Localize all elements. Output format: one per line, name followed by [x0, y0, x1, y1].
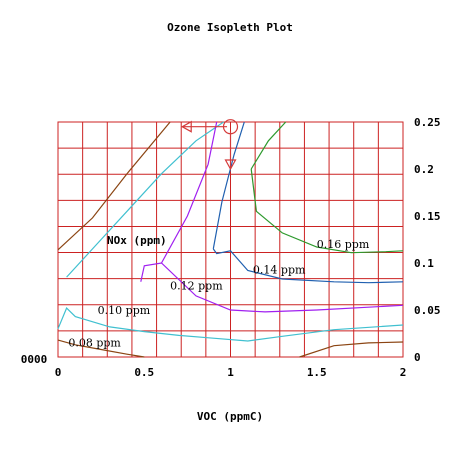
contour-line-10 — [250, 121, 287, 170]
contour-line-1 — [57, 121, 171, 251]
annotation-arrow-head — [224, 159, 237, 171]
x-tick-label: 0.5 — [134, 366, 154, 379]
contour-label: 0.12 ppm — [170, 279, 223, 292]
annotations — [180, 119, 239, 171]
x-axis-label: VOC (ppmC) — [197, 410, 263, 423]
x-tick-label: 0 — [55, 366, 62, 379]
y-tick-label: 0.25 — [414, 116, 441, 129]
contour-line-8 — [212, 121, 245, 250]
contour-line-0 — [57, 339, 145, 358]
y-tick-label: 0.1 — [414, 257, 434, 270]
annotation-arrow-head — [180, 120, 192, 133]
y-tick-labels: 0 0.05 0.1 0.15 0.2 0.25 — [414, 116, 441, 364]
plot-frame — [57, 121, 404, 358]
x-tick-labels: 0 0.5 1 1.5 2 — [55, 366, 407, 379]
contour-line-3 — [57, 307, 404, 342]
contour-labels: 0.08 ppm 0.10 ppm 0.12 ppm 0.14 ppm 0.16 ppm — [68, 238, 369, 350]
contour-label: 0.08 ppm — [68, 337, 121, 350]
contour-line-7 — [212, 248, 404, 284]
contour-line-4 — [66, 121, 224, 278]
contour-label: 0.10 ppm — [98, 304, 151, 317]
contour-label: 0.14 ppm — [253, 263, 306, 276]
y-tick-label: 0.05 — [414, 304, 441, 317]
contour-line-5 — [140, 262, 404, 313]
x-tick-label: 2 — [400, 366, 407, 379]
left-axis-label: 0000 — [21, 353, 48, 366]
chart-title: Ozone Isopleth Plot — [167, 21, 293, 34]
x-tick-label: 1.5 — [307, 366, 327, 379]
y-tick-label: 0.15 — [414, 210, 441, 223]
contour-line-9 — [250, 168, 404, 254]
contour-line-6 — [160, 121, 218, 264]
contour-lines — [57, 121, 404, 358]
y-tick-label: 0 — [414, 351, 421, 364]
y-axis-label: NOx (ppm) — [107, 234, 167, 247]
contour-line-2 — [299, 341, 404, 358]
x-tick-label: 1 — [227, 366, 234, 379]
y-tick-label: 0.2 — [414, 163, 434, 176]
contour-label: 0.16 ppm — [317, 238, 370, 251]
